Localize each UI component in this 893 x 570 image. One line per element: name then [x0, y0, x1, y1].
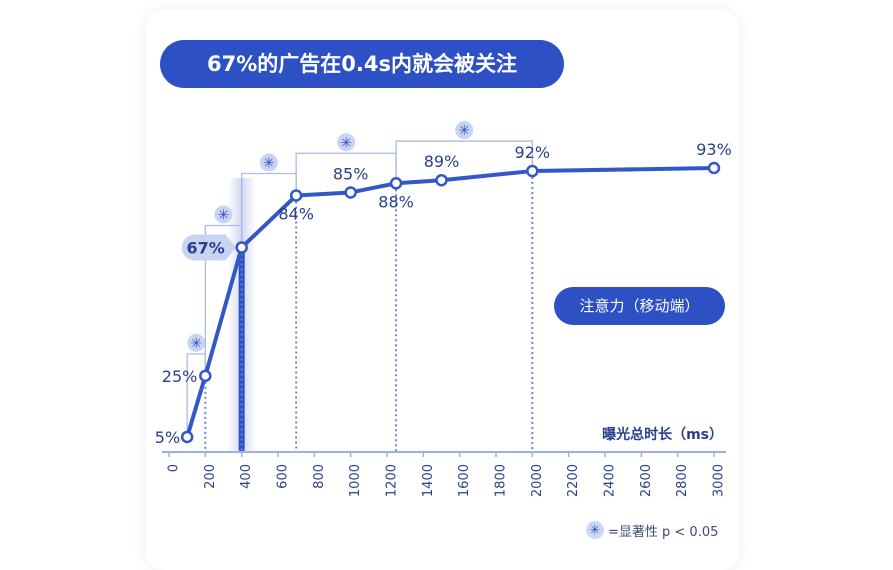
x-tick-label: 2800 — [675, 464, 690, 497]
data-point — [526, 164, 539, 178]
data-label: 67% — [187, 238, 225, 257]
data-point — [344, 186, 357, 199]
x-axis-title: 曝光总时长（ms） — [602, 426, 723, 443]
asterisk-icon: ✳ — [190, 336, 202, 352]
x-tick-label: 3000 — [712, 464, 727, 497]
highlight-callout — [181, 234, 236, 261]
data-point — [180, 430, 194, 444]
x-tick-label: 2000 — [530, 464, 545, 497]
data-point — [235, 241, 248, 254]
data-label: 93% — [696, 140, 732, 159]
data-label: 5% — [155, 428, 180, 447]
data-point — [435, 173, 448, 187]
x-tick-label: 200 — [203, 464, 218, 489]
x-tick-label: 1600 — [457, 464, 472, 497]
data-label: 89% — [424, 152, 460, 171]
x-tick-label: 1800 — [494, 464, 509, 497]
asterisk-icon: ✳ — [586, 521, 604, 539]
footnote-text: =显著性 p < 0.05 — [608, 524, 719, 540]
x-tick-label: 2400 — [603, 464, 618, 497]
attention-line-chart: ✳ ✳ ✳ ✳ ✳ 0 200 400 600 800 1000 1200 1400 1600 1800 2… — [155, 121, 732, 497]
chart-title: 67%的广告在0.4s内就会被关注 — [160, 40, 564, 88]
asterisk-icon: ✳ — [458, 123, 470, 139]
x-tick-label: 1400 — [421, 464, 436, 497]
data-point — [289, 189, 303, 202]
stage: 67%的广告在0.4s内就会被关注 ✳ ✳ ✳ ✳ ✳ 0 200 400 600 800 100… — [154, 40, 732, 541]
data-point — [199, 369, 212, 383]
significance-footnote: ✳ =显著性 p < 0.05 — [586, 519, 718, 541]
data-label: 92% — [515, 143, 551, 162]
significance-marker — [337, 133, 356, 152]
significance-marker — [259, 153, 278, 172]
significance-marker — [214, 205, 233, 224]
series-legend-pill: 注意力（移动端） — [554, 287, 725, 325]
data-label: 84% — [278, 205, 314, 224]
asterisk-icon: ✳ — [340, 135, 352, 151]
x-tick-label: 1000 — [348, 464, 363, 497]
x-tick-label: 600 — [276, 464, 291, 489]
x-tick-label: 2200 — [566, 464, 581, 497]
asterisk-icon: ✳ — [218, 207, 230, 223]
x-tick-label: 400 — [239, 464, 254, 489]
x-tick-label: 1200 — [385, 464, 400, 497]
significance-marker — [455, 121, 474, 140]
asterisk-icon: ✳ — [263, 156, 275, 172]
x-tick-label: 0 — [167, 464, 182, 472]
data-point — [707, 161, 721, 175]
significance-bracket — [186, 353, 206, 431]
data-point — [389, 177, 403, 190]
x-tick-label: 800 — [312, 464, 327, 489]
data-label: 88% — [378, 192, 414, 211]
data-label: 25% — [162, 367, 198, 386]
data-label: 85% — [333, 164, 369, 183]
significance-marker — [187, 333, 206, 352]
x-tick-label: 2600 — [639, 464, 654, 497]
significance-bracket — [395, 140, 533, 178]
